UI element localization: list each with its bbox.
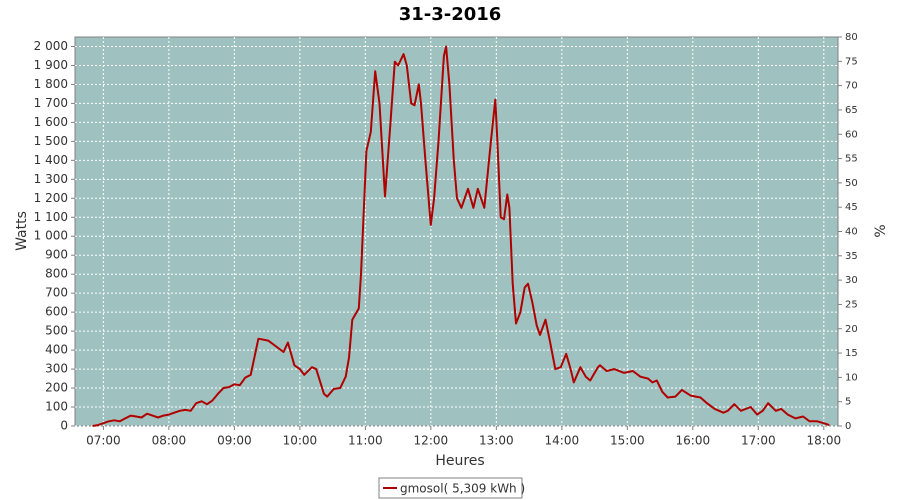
y-tick-label: 2 000 [34,39,68,53]
y2-tick-label: 70 [845,81,858,92]
x-tick-label: 09:00 [217,434,252,448]
y2-tick-label: 10 [845,372,858,383]
y2-tick-label: 0 [845,421,851,432]
y2-tick-label: 65 [845,105,858,116]
y2-tick-label: 15 [845,348,858,359]
y-tick-label: 1 800 [34,77,68,91]
chart-title: 31-3-2016 [399,4,502,25]
x-tick-label: 16:00 [676,434,711,448]
y-tick-label: 200 [45,381,68,395]
y-tick-label: 900 [45,248,68,262]
y-tick-label: 1 400 [34,153,68,167]
y-tick-label: 300 [45,362,68,376]
x-tick-label: 15:00 [610,434,645,448]
y-tick-label: 500 [45,324,68,338]
y2-tick-label: 60 [845,129,858,140]
data-line [92,45,830,427]
y2-tick-label: 50 [845,178,858,189]
y-tick-label: 1 600 [34,115,68,129]
y2-tick-label: 35 [845,251,858,262]
legend-label: gmosol( 5,309 kWh ) [400,482,525,496]
x-tick-label: 14:00 [545,434,580,448]
x-tick-label: 17:00 [741,434,776,448]
y2-tick-label: 5 [845,397,851,408]
y-tick-label: 1 100 [34,210,68,224]
x-tick-label: 11:00 [348,434,383,448]
y2-tick-label: 25 [845,299,858,310]
y-tick-label: 800 [45,267,68,281]
x-axis-title: Heures [435,453,484,469]
y-tick-label: 1 700 [34,96,68,110]
x-tick-label: 18:00 [807,434,842,448]
x-tick-label: 08:00 [152,434,187,448]
y2-tick-label: 20 [845,324,858,335]
y-tick-label: 1 500 [34,134,68,148]
y-axis-title: Watts [14,211,30,251]
y-tick-label: 1 200 [34,191,68,205]
legend [378,477,523,499]
y-tick-label: 400 [45,343,68,357]
y2-tick-label: 75 [845,56,858,67]
y2-tick-label: 30 [845,275,858,286]
y2-tick-label: 80 [845,32,858,43]
y-tick-label: 1 900 [34,58,68,72]
y2-tick-label: 45 [845,202,858,213]
y2-tick-label: 55 [845,154,858,165]
y-tick-label: 1 000 [34,229,68,243]
y2-tick-label: 40 [845,227,858,238]
y-tick-label: 1 300 [34,172,68,186]
y-tick-label: 100 [45,400,68,414]
x-tick-label: 12:00 [414,434,449,448]
y-tick-label: 700 [45,286,68,300]
x-tick-label: 07:00 [86,434,121,448]
y2-axis-title: % [873,224,889,237]
x-tick-label: 10:00 [283,434,318,448]
y-tick-label: 0 [60,419,68,433]
y-tick-label: 600 [45,305,68,319]
plot-area [74,36,839,427]
x-tick-label: 13:00 [479,434,514,448]
